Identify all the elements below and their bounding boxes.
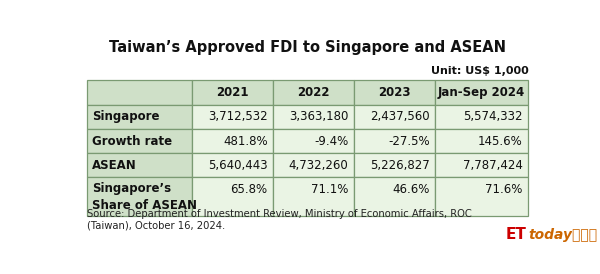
Bar	[192, 177, 273, 216]
Bar	[354, 153, 435, 177]
Text: 5,640,443: 5,640,443	[208, 159, 268, 172]
Text: Jan-Sep 2024: Jan-Sep 2024	[438, 86, 526, 99]
Bar	[273, 105, 354, 129]
Text: 2021: 2021	[217, 86, 249, 99]
Bar	[354, 177, 435, 216]
Bar	[86, 105, 192, 129]
Text: 7,787,424: 7,787,424	[463, 159, 523, 172]
Bar	[86, 129, 192, 153]
Text: 2022: 2022	[298, 86, 330, 99]
Bar	[435, 129, 529, 153]
Text: today新聞雲: today新聞雲	[529, 228, 598, 242]
Bar	[192, 105, 273, 129]
Text: 3,712,532: 3,712,532	[208, 110, 268, 123]
Bar	[273, 177, 354, 216]
Bar	[192, 153, 273, 177]
Bar	[435, 153, 529, 177]
Text: 2,437,560: 2,437,560	[370, 110, 430, 123]
Bar	[354, 80, 435, 105]
Text: 5,574,332: 5,574,332	[463, 110, 523, 123]
Text: 5,226,827: 5,226,827	[370, 159, 430, 172]
Bar	[273, 153, 354, 177]
Text: 71.6%: 71.6%	[485, 182, 523, 196]
Bar	[354, 129, 435, 153]
Bar	[435, 177, 529, 216]
Text: 71.1%: 71.1%	[311, 182, 349, 196]
Text: Taiwan’s Approved FDI to Singapore and ASEAN: Taiwan’s Approved FDI to Singapore and A…	[109, 40, 506, 55]
Text: Singapore: Singapore	[92, 110, 160, 123]
Text: Unit: US$ 1,000: Unit: US$ 1,000	[431, 65, 529, 76]
Text: 145.6%: 145.6%	[478, 135, 523, 147]
Bar	[354, 105, 435, 129]
Text: 3,363,180: 3,363,180	[289, 110, 349, 123]
Bar	[192, 80, 273, 105]
Text: -9.4%: -9.4%	[314, 135, 349, 147]
Bar	[86, 80, 192, 105]
Text: 46.6%: 46.6%	[392, 182, 430, 196]
Text: -27.5%: -27.5%	[388, 135, 430, 147]
Text: Source: Department of Investment Review, Ministry of Economic Affairs, ROC
(Taiw: Source: Department of Investment Review,…	[86, 209, 472, 231]
Text: ASEAN: ASEAN	[92, 159, 137, 172]
Bar	[435, 105, 529, 129]
Text: 65.8%: 65.8%	[230, 182, 268, 196]
Text: 4,732,260: 4,732,260	[289, 159, 349, 172]
Bar	[273, 129, 354, 153]
Bar	[273, 80, 354, 105]
Bar	[86, 153, 192, 177]
Bar	[192, 129, 273, 153]
Text: ET: ET	[505, 227, 526, 242]
Bar	[86, 177, 192, 216]
Text: Growth rate: Growth rate	[92, 135, 172, 147]
Bar	[435, 80, 529, 105]
Text: Singapore’s
Share of ASEAN: Singapore’s Share of ASEAN	[92, 182, 197, 212]
Text: 481.8%: 481.8%	[223, 135, 268, 147]
Text: 2023: 2023	[379, 86, 411, 99]
